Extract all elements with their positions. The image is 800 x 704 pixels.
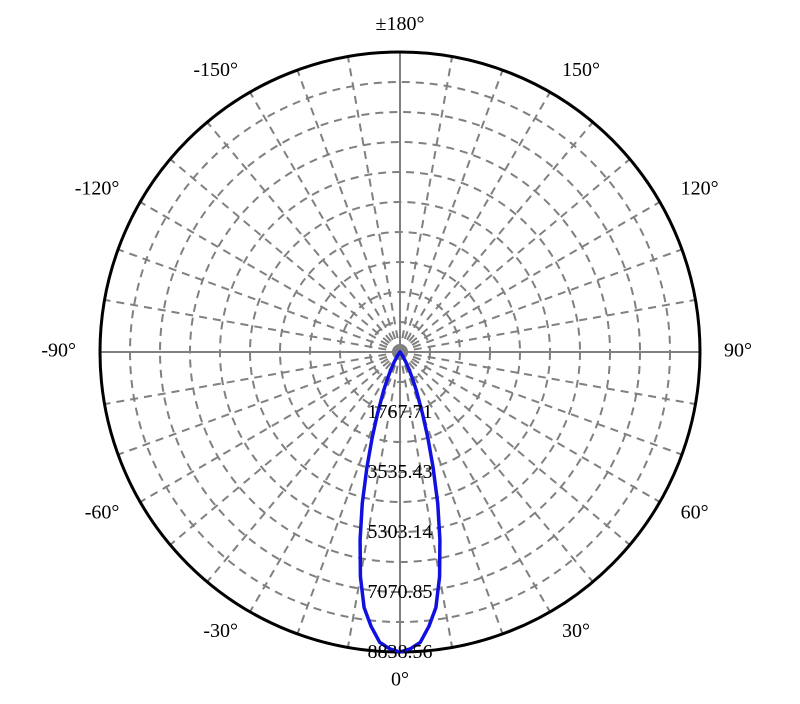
radial-label: 1767.71 (368, 401, 433, 423)
angle-label: -120° (75, 178, 120, 200)
angle-label: 60° (681, 502, 709, 524)
angle-label: 0° (391, 669, 409, 691)
angle-label: ±180° (376, 13, 425, 35)
angle-label: -90° (41, 340, 76, 362)
angle-label: 30° (562, 620, 590, 642)
angle-label: 150° (562, 59, 600, 81)
angle-label: -60° (85, 502, 120, 524)
angle-label: -150° (193, 59, 238, 81)
radial-label: 5303.14 (368, 521, 433, 543)
angle-label: 90° (724, 340, 752, 362)
radial-label: 8838.56 (368, 641, 433, 663)
radial-label: 3535.43 (368, 461, 433, 483)
radial-label: 7070.85 (368, 581, 433, 603)
angle-label: 120° (681, 178, 719, 200)
angle-label: -30° (203, 620, 238, 642)
polar-chart: ±180° 150° 120° 90° 60° 30° 0° -30° -60° -90° -120… (0, 0, 800, 704)
